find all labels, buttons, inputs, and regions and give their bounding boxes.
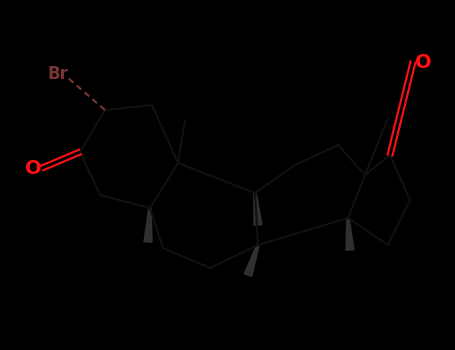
Text: O: O bbox=[415, 52, 431, 71]
Text: O: O bbox=[25, 159, 41, 177]
Polygon shape bbox=[254, 193, 262, 225]
Polygon shape bbox=[144, 208, 152, 242]
Polygon shape bbox=[244, 245, 259, 276]
Text: Br: Br bbox=[48, 65, 68, 83]
Polygon shape bbox=[346, 218, 354, 250]
